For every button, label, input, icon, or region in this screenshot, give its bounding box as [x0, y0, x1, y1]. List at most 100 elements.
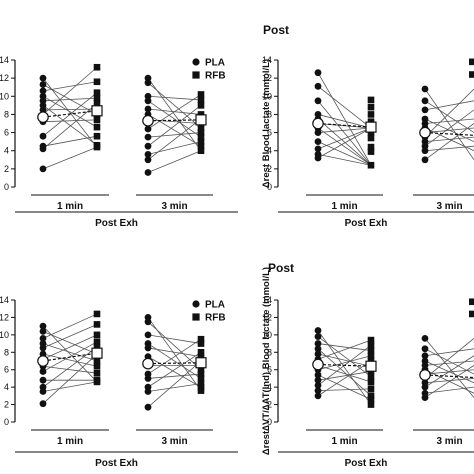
subject-line [147, 373, 202, 379]
subject-line [147, 347, 202, 358]
pla-point [421, 345, 429, 353]
rfb-point [367, 111, 375, 118]
category-label: 1 min [331, 436, 357, 447]
x-axis-label: Post Exh [95, 218, 138, 229]
pla-point [144, 344, 152, 352]
rfb-point [93, 89, 101, 96]
subject-line [317, 336, 372, 378]
y-tick-label: 6 [267, 365, 272, 375]
rfb-point [197, 147, 205, 155]
pla-point [314, 340, 322, 347]
subject-line [317, 153, 372, 166]
subject-line [424, 127, 474, 133]
pla-point [314, 333, 322, 340]
pla-mean-marker [312, 117, 324, 130]
category-label: 3 min [161, 201, 187, 212]
subject-line [147, 321, 202, 371]
subject-line [424, 145, 474, 152]
subject-line [317, 118, 372, 166]
pla-point [39, 327, 47, 335]
mean-line [317, 122, 372, 128]
pla-point [144, 156, 152, 164]
pla-point [314, 145, 322, 153]
pla-point [421, 147, 429, 155]
subject-line [147, 351, 202, 388]
y-tick-label: 12 [0, 312, 9, 322]
y-tick-label: 0 [4, 417, 9, 427]
subject-line [317, 127, 372, 150]
y-tick-label: 14 [0, 55, 9, 65]
pla-point [144, 133, 152, 141]
category-label: 3 min [161, 436, 187, 447]
legend-label: PLA [205, 300, 225, 311]
subject-line [147, 338, 202, 375]
rfb-point [93, 63, 101, 71]
pla-point [314, 392, 322, 400]
chart-panel-bottom-left: 0 2 4 6 8 10 12 14 1 min 3 min Post Exh PLA RFB [0, 295, 238, 469]
rfb-point [367, 378, 375, 386]
y-tick-label: 10 [262, 91, 272, 101]
rfb-point [469, 71, 474, 78]
mean-line [424, 131, 474, 136]
y-tick-label: 4 [4, 382, 9, 392]
category-label: 1 min [57, 436, 83, 447]
rfb-point [367, 347, 375, 354]
rfb-point [367, 392, 375, 400]
rfb-point [197, 370, 205, 378]
rfb-point [93, 357, 101, 365]
subject-line [147, 119, 202, 124]
pla-point [144, 375, 152, 382]
rfb-point [93, 143, 101, 151]
legend-label: RFB [205, 71, 226, 82]
pla-point [144, 79, 152, 87]
pla-mean-marker [312, 358, 324, 371]
y-axis-label: Δrest Blood lactate (mmol/L) [261, 59, 272, 188]
category-label: 1 min [57, 201, 83, 212]
pla-point [421, 383, 429, 391]
rfb-mean-marker [195, 114, 207, 126]
subject-line [424, 100, 474, 111]
y-tick-label: 10 [0, 330, 9, 340]
subject-line [42, 343, 98, 362]
subject-line [42, 381, 98, 392]
pla-point [39, 368, 47, 375]
subject-line [317, 127, 372, 159]
rfb-point [367, 143, 375, 151]
pla-point [421, 97, 429, 105]
rfb-point [367, 148, 375, 155]
pla-point [421, 394, 429, 401]
rfb-point [367, 134, 375, 142]
rfb-point [93, 369, 101, 377]
panel-title: Post [268, 261, 294, 275]
subject-line [42, 77, 98, 148]
rfb-point [93, 331, 101, 339]
rfb-point [197, 366, 205, 374]
mean-line [42, 352, 98, 362]
subject-line [317, 343, 372, 351]
pla-mean-marker [142, 114, 154, 127]
subject-line [317, 100, 372, 166]
pla-point [314, 97, 322, 105]
pla-point [314, 129, 322, 136]
subject-line [42, 108, 98, 111]
y-tick-label: 2 [267, 400, 272, 410]
rfb-point [197, 129, 205, 136]
mean-line [42, 110, 98, 118]
x-axis-label: Post Exh [345, 458, 388, 469]
rfb-point [197, 340, 205, 347]
y-tick-label: 14 [262, 55, 272, 65]
y-tick-label: 10 [0, 91, 9, 101]
pla-point [144, 331, 152, 339]
rfb-point [93, 78, 101, 86]
rfb-point [93, 116, 101, 124]
rfb-mean-marker [195, 357, 207, 369]
pla-point [144, 318, 152, 326]
pla-point [314, 138, 322, 146]
pla-point [314, 345, 322, 353]
y-axis-label: Δrest∆VT/∆AT(Ind) Blood lactate (mmol/L) [261, 267, 272, 455]
rfb-point [197, 383, 205, 391]
pla-mean-marker [419, 369, 431, 381]
subject-line [424, 338, 474, 398]
subject-line [42, 135, 98, 147]
